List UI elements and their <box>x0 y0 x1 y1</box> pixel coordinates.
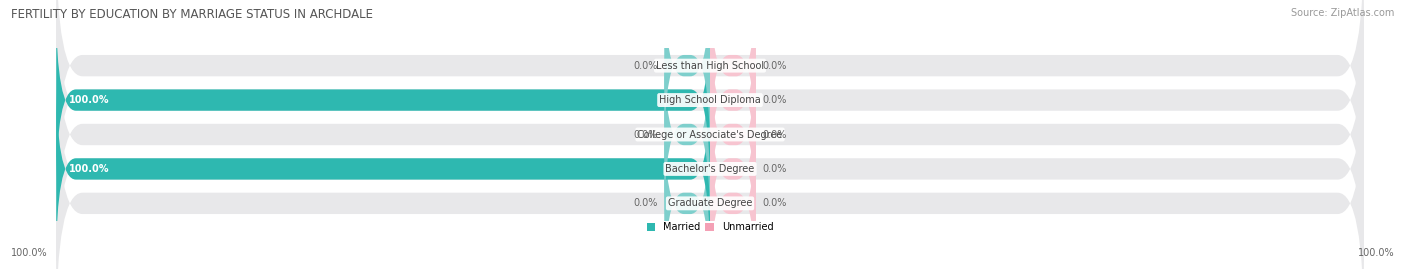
Text: Source: ZipAtlas.com: Source: ZipAtlas.com <box>1291 8 1395 18</box>
Text: 100.0%: 100.0% <box>69 164 110 174</box>
FancyBboxPatch shape <box>664 42 710 227</box>
Text: 100.0%: 100.0% <box>69 95 110 105</box>
Text: 0.0%: 0.0% <box>633 129 658 140</box>
FancyBboxPatch shape <box>56 8 1364 261</box>
Text: 0.0%: 0.0% <box>762 95 787 105</box>
FancyBboxPatch shape <box>56 0 1364 227</box>
Text: 0.0%: 0.0% <box>633 61 658 71</box>
Legend: Married, Unmarried: Married, Unmarried <box>643 219 778 236</box>
Text: FERTILITY BY EDUCATION BY MARRIAGE STATUS IN ARCHDALE: FERTILITY BY EDUCATION BY MARRIAGE STATU… <box>11 8 373 21</box>
Text: 100.0%: 100.0% <box>11 248 48 258</box>
Text: 100.0%: 100.0% <box>1358 248 1395 258</box>
Text: 0.0%: 0.0% <box>633 198 658 208</box>
FancyBboxPatch shape <box>56 76 710 261</box>
FancyBboxPatch shape <box>56 76 1364 269</box>
FancyBboxPatch shape <box>710 42 756 227</box>
Text: 0.0%: 0.0% <box>762 61 787 71</box>
FancyBboxPatch shape <box>664 111 710 269</box>
Text: Less than High School: Less than High School <box>657 61 763 71</box>
FancyBboxPatch shape <box>56 42 1364 269</box>
FancyBboxPatch shape <box>710 111 756 269</box>
Text: Bachelor's Degree: Bachelor's Degree <box>665 164 755 174</box>
Text: College or Associate's Degree: College or Associate's Degree <box>637 129 783 140</box>
FancyBboxPatch shape <box>710 76 756 261</box>
Text: 0.0%: 0.0% <box>762 198 787 208</box>
FancyBboxPatch shape <box>56 0 1364 193</box>
FancyBboxPatch shape <box>710 0 756 158</box>
Text: 0.0%: 0.0% <box>762 129 787 140</box>
Text: Graduate Degree: Graduate Degree <box>668 198 752 208</box>
FancyBboxPatch shape <box>56 8 710 193</box>
FancyBboxPatch shape <box>664 0 710 158</box>
Text: High School Diploma: High School Diploma <box>659 95 761 105</box>
FancyBboxPatch shape <box>710 8 756 193</box>
Text: 0.0%: 0.0% <box>762 164 787 174</box>
